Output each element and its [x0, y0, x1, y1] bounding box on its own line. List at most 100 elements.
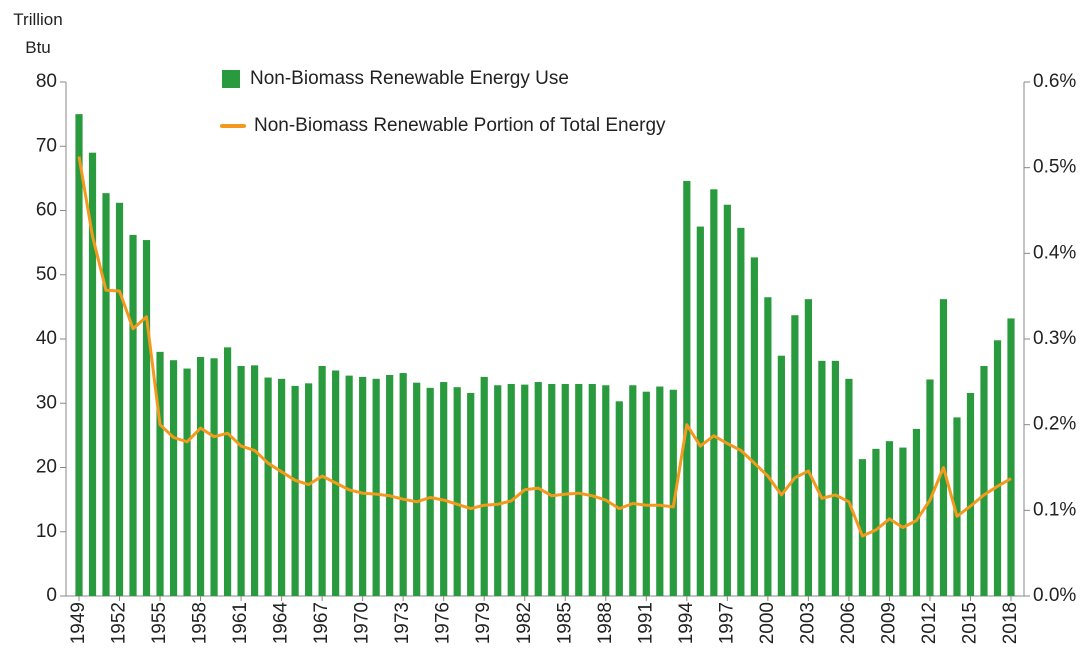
y2-tick-label: 0.1%	[1033, 499, 1076, 520]
x-tick-label: 1988	[595, 602, 616, 644]
y-tick-label: 80	[36, 71, 57, 92]
x-tick-label: 1961	[230, 602, 251, 644]
bar	[359, 376, 367, 596]
y-axis-label: Trillion Btu	[13, 10, 63, 57]
x-tick-label: 2009	[878, 602, 899, 644]
y-tick-label: 40	[36, 328, 57, 349]
x-tick-label: 1964	[271, 602, 292, 645]
x-tick-label: 1991	[635, 602, 656, 644]
bar	[183, 368, 191, 596]
x-tick-label: 1958	[190, 602, 211, 644]
bar	[777, 355, 785, 596]
bar	[345, 375, 353, 596]
bar	[683, 180, 691, 596]
x-tick-label: 2006	[838, 602, 859, 644]
bar	[791, 315, 799, 596]
bar	[305, 383, 313, 596]
bar	[750, 257, 758, 596]
x-tick-label: 2012	[919, 602, 940, 644]
x-tick-label: 1973	[392, 602, 413, 644]
bar	[115, 202, 124, 597]
x-tick-label: 2018	[1000, 602, 1021, 644]
bar	[764, 297, 772, 596]
x-tick-label: 1949	[68, 602, 89, 644]
y-tick-label: 50	[36, 264, 57, 285]
bar	[399, 373, 407, 596]
bar	[413, 382, 421, 596]
bar	[710, 189, 718, 597]
bar	[845, 378, 853, 596]
x-tick-label: 1997	[716, 602, 737, 644]
y-tick-label: 70	[36, 135, 57, 156]
bar	[831, 360, 840, 596]
x-tick-label: 2000	[757, 602, 778, 644]
bar	[696, 226, 704, 596]
bar	[129, 234, 137, 597]
x-tick-label: 1979	[473, 602, 494, 644]
legend-label: Non-Biomass Renewable Energy Use	[250, 68, 569, 89]
bar	[169, 360, 178, 596]
legend-swatch	[222, 70, 240, 88]
bar	[102, 193, 110, 596]
bar	[386, 374, 394, 596]
bar	[75, 114, 83, 596]
x-tick-label: 1985	[554, 602, 575, 644]
bar	[966, 392, 975, 596]
y-tick-label: 0	[46, 585, 57, 606]
y2-tick-label: 0.6%	[1033, 71, 1076, 92]
bar	[588, 383, 596, 596]
x-tick-label: 2015	[959, 602, 980, 644]
bar	[723, 204, 731, 596]
bar	[899, 447, 907, 596]
bar	[926, 379, 934, 596]
bar	[88, 152, 97, 597]
y-tick-label: 30	[36, 392, 57, 413]
x-tick-label: 2003	[797, 602, 818, 644]
bar	[858, 459, 867, 596]
y2-tick-label: 0.4%	[1033, 242, 1076, 263]
y-tick-label: 20	[36, 457, 57, 478]
bar	[440, 382, 448, 596]
bar	[1007, 318, 1015, 596]
bar	[642, 391, 650, 596]
bar	[993, 340, 1002, 596]
bar	[737, 227, 745, 596]
bar	[804, 299, 812, 596]
line	[77, 156, 1012, 538]
bar	[912, 428, 921, 596]
bar	[291, 385, 299, 596]
y-tick-label: 10	[36, 521, 57, 542]
x-tick-label: 1982	[514, 602, 535, 644]
legend-label: Non-Biomass Renewable Portion of Total E…	[254, 115, 666, 136]
bar	[278, 378, 286, 596]
bar	[142, 240, 151, 596]
bar	[237, 365, 245, 596]
bar	[602, 385, 610, 596]
bar	[453, 387, 461, 596]
bar	[818, 360, 826, 596]
y2-tick-label: 0.2%	[1033, 414, 1076, 435]
bar	[669, 389, 677, 596]
bar	[494, 385, 502, 596]
bar	[467, 392, 475, 596]
bar	[156, 351, 164, 596]
bar	[264, 377, 272, 596]
bar	[561, 383, 569, 596]
bar	[629, 385, 637, 596]
bar	[939, 299, 948, 596]
y-tick-label: 60	[36, 200, 57, 221]
bar	[318, 365, 326, 596]
x-tick-label: 1952	[109, 602, 130, 644]
bar	[872, 448, 880, 596]
bar	[507, 383, 515, 596]
x-tick-label: 1967	[311, 602, 332, 644]
y2-tick-label: 0.3%	[1033, 328, 1076, 349]
bar	[953, 417, 961, 596]
x-tick-label: 1976	[433, 602, 454, 644]
bar	[196, 356, 205, 596]
bar	[980, 365, 988, 596]
bar	[426, 387, 434, 596]
bar	[615, 401, 623, 596]
